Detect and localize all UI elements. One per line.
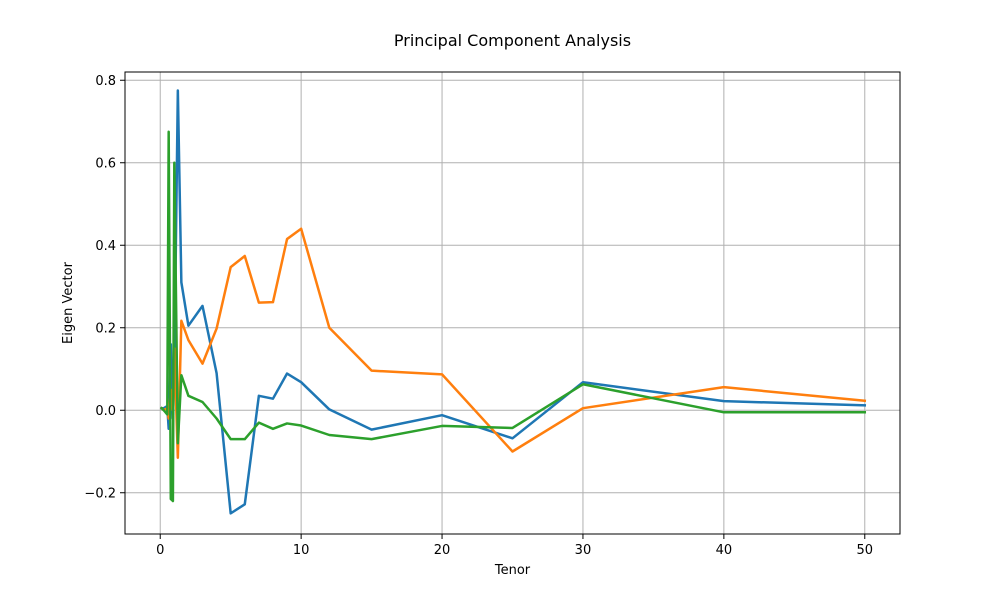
x-axis-label: Tenor xyxy=(494,563,531,578)
x-tick-label: 30 xyxy=(575,543,592,558)
x-tick-label: 10 xyxy=(293,543,310,558)
plot-frame xyxy=(124,71,901,535)
series-lines xyxy=(159,89,867,515)
y-tick-label: −0.2 xyxy=(84,486,116,501)
chart-title: Principal Component Analysis xyxy=(394,31,631,50)
y-tick-label: 0.2 xyxy=(95,321,116,336)
series-line-2 xyxy=(159,227,867,459)
y-tick-label: 0.8 xyxy=(95,74,116,89)
x-axis-ticks: 0 10 20 30 40 50 xyxy=(156,534,873,558)
x-tick-label: 20 xyxy=(434,543,451,558)
grid-lines xyxy=(125,72,900,534)
y-axis-ticks: −0.2 0.0 0.2 0.4 0.6 0.8 xyxy=(84,74,125,501)
y-axis-label: Eigen Vector xyxy=(61,261,76,344)
y-tick-label: 0.4 xyxy=(95,239,116,254)
x-tick-label: 50 xyxy=(856,543,873,558)
y-tick-label: 0.6 xyxy=(95,156,116,171)
x-tick-label: 0 xyxy=(156,543,164,558)
x-tick-label: 40 xyxy=(716,543,733,558)
y-tick-label: 0.0 xyxy=(95,404,116,419)
series-line-3 xyxy=(159,130,867,503)
